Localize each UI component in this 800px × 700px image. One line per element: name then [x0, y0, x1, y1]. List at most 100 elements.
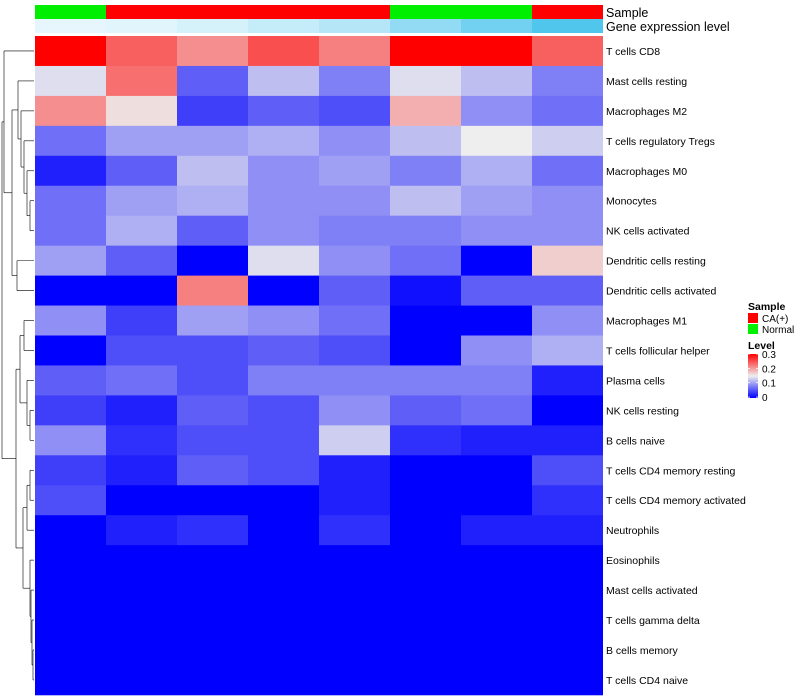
heatmap-cell [390, 635, 461, 666]
level-colorbar [748, 354, 758, 398]
heatmap-cell [319, 605, 390, 636]
row-label: NK cells activated [606, 226, 690, 238]
level-legend-tick-label: 0 [762, 393, 768, 404]
heatmap-cell [248, 605, 319, 636]
heatmap-cell [248, 65, 319, 97]
heatmap-cell [319, 425, 390, 456]
row-label: Mast cells activated [606, 585, 698, 597]
heatmap-cell [248, 215, 319, 247]
heatmap-cell [177, 575, 248, 606]
heatmap-cell [532, 275, 603, 306]
row-label: T cells regulatory Tregs [606, 136, 715, 148]
heatmap-cell [390, 575, 461, 606]
heatmap-cell [177, 95, 248, 127]
heatmap-cell [319, 125, 390, 157]
heatmap-cell [35, 185, 106, 217]
heatmap-cell [461, 305, 532, 336]
row-label: Macrophages M2 [606, 106, 687, 118]
heatmap-cell [248, 185, 319, 217]
heatmap-cell [390, 95, 461, 127]
heatmap-cell [532, 335, 603, 366]
heatmap-cell [532, 605, 603, 636]
heatmap-cell [532, 395, 603, 426]
row-label: Dendritic cells resting [606, 256, 706, 268]
row-label: NK cells resting [606, 405, 679, 417]
heatmap-cell [461, 605, 532, 636]
heatmap-cell [106, 664, 177, 696]
heatmap-cell [461, 215, 532, 247]
heatmap-cell [532, 185, 603, 217]
heatmap-cell [177, 515, 248, 546]
level-legend-tick-label: 0.2 [762, 364, 776, 375]
heatmap-cell [35, 155, 106, 187]
heatmap-cell [106, 95, 177, 127]
heatmap-cell [461, 335, 532, 366]
row-label: Plasma cells [606, 375, 665, 387]
row-dendrogram [1, 50, 34, 681]
heatmap-cell [106, 305, 177, 336]
heatmap-cell [177, 36, 248, 67]
heatmap-cell [248, 575, 319, 606]
row-label: B cells naive [606, 435, 665, 447]
heatmap-cell [106, 455, 177, 486]
heatmap-cell [461, 185, 532, 217]
heatmap-cell [390, 425, 461, 456]
heatmap-cell [177, 305, 248, 336]
heatmap-cell [319, 515, 390, 546]
row-label: T cells gamma delta [606, 615, 700, 627]
heatmap-cell [177, 395, 248, 426]
heatmap-cell [461, 425, 532, 456]
heatmap-cell [390, 36, 461, 67]
heatmap-cell [248, 664, 319, 696]
heatmap-cell [177, 425, 248, 456]
row-labels: T cells CD8 Mast cells resting Macrophages… [606, 46, 746, 687]
heatmap-cell [35, 485, 106, 516]
expression-annotation-cell [248, 19, 319, 33]
row-label: T cells CD4 memory activated [606, 495, 746, 507]
row-label: Macrophages M0 [606, 166, 687, 178]
heatmap-cell [35, 275, 106, 306]
heatmap-cell [319, 545, 390, 576]
expression-annotation-cell [461, 19, 532, 33]
level-legend-tick-label: 0.3 [762, 350, 776, 361]
heatmap-cell [248, 455, 319, 486]
level-legend-tick-label: 0.1 [762, 379, 776, 390]
heatmap-cell [461, 545, 532, 576]
heatmap-cell [177, 365, 248, 396]
heatmap-cell [390, 485, 461, 516]
heatmap-cell [390, 155, 461, 187]
heatmap-cells [35, 36, 603, 696]
heatmap-cell [106, 365, 177, 396]
heatmap-cell [319, 155, 390, 187]
heatmap-cell [106, 125, 177, 157]
heatmap-cell [248, 545, 319, 576]
heatmap-cell [532, 125, 603, 157]
heatmap-cell [319, 575, 390, 606]
heatmap-cell [532, 515, 603, 546]
sample-annotation-cell [177, 5, 248, 19]
heatmap-cell [35, 664, 106, 696]
row-label: T cells follicular helper [606, 345, 710, 357]
row-label: B cells memory [606, 645, 679, 657]
heatmap-cell [248, 36, 319, 67]
level-legend-ticks: 0.3 0.2 0.1 0 [748, 350, 776, 404]
heatmap-cell [390, 395, 461, 426]
heatmap-cell [248, 245, 319, 276]
sample-legend-swatch [748, 324, 758, 334]
heatmap-cell [35, 635, 106, 666]
heatmap-cell [106, 65, 177, 97]
heatmap-cell [461, 65, 532, 97]
heatmap-cell [390, 245, 461, 276]
heatmap-cell [390, 215, 461, 247]
heatmap-cell [248, 335, 319, 366]
heatmap-cell [177, 65, 248, 97]
heatmap-cell [532, 155, 603, 187]
heatmap-cell [106, 395, 177, 426]
heatmap-cell [177, 664, 248, 696]
sample-annotation-cell [319, 5, 390, 19]
annotation-label-sample: Sample [606, 6, 648, 20]
sample-legend-entries: CA(+)Normal [748, 313, 794, 336]
heatmap-cell [106, 425, 177, 456]
sample-annotation-cell [390, 5, 461, 19]
heatmap-cell [319, 395, 390, 426]
